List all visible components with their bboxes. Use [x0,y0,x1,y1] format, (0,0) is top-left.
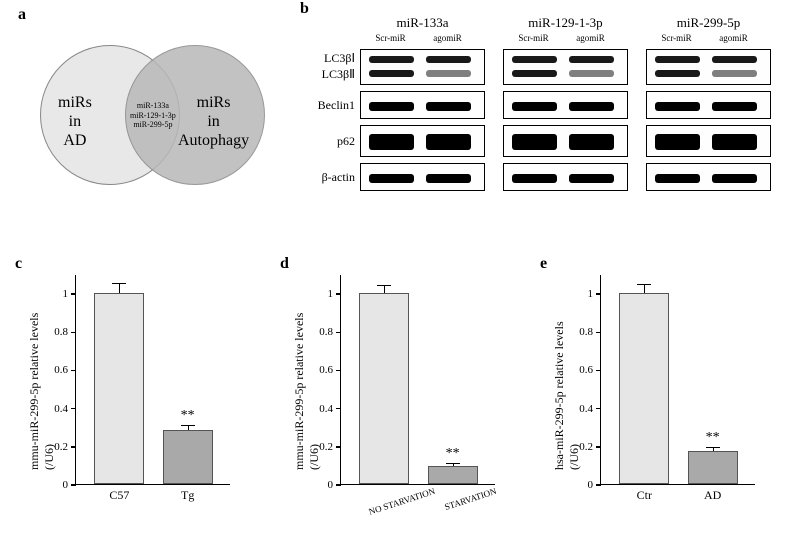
significance-marker: ** [446,446,460,462]
chart-d: mmu-miR-299-5p relative levels(/U6)00.20… [280,260,520,530]
blot-row-label: β-actin [300,170,355,185]
y-tick-label: 0.2 [579,441,601,453]
y-tick-label: 0 [328,479,342,491]
blot-box [503,125,628,157]
y-tick-label: 0.2 [54,441,76,453]
venn-right-label: miRsinAutophagy [178,93,249,151]
x-tick-label: C57 [109,484,129,503]
blot-box [360,91,485,119]
bar [94,293,144,484]
y-tick-label: 0 [63,479,77,491]
y-tick-label: 1 [588,288,602,300]
y-tick-label: 1 [63,288,77,300]
blot-lane-label: Scr-miR [654,33,699,43]
y-tick-label: 1 [328,288,342,300]
blot-col-title: miR-299-5p [646,15,771,31]
bar [619,293,669,484]
x-tick-label: NO STARVATION [367,484,436,517]
blot-row-label: Beclin1 [300,98,355,113]
x-tick-label: Tg [181,484,194,503]
y-tick-label: 0.8 [319,326,341,338]
bar [428,466,478,484]
blot-box [646,125,771,157]
blot-box [503,163,628,191]
y-tick-label: 0.8 [54,326,76,338]
blot-lane-label: agomiR [711,33,756,43]
blot-box [503,49,628,85]
blot-box [360,49,485,85]
blot-col-title: miR-129-1-3p [503,15,628,31]
blot-row-label: LC3βⅡ [300,67,355,82]
panel-letter-b: b [300,0,309,18]
blot-box [646,163,771,191]
significance-marker: ** [706,430,720,446]
venn-left-label: miRsinAD [58,93,92,151]
venn-diagram: miRsinAD miRsinAutophagy miR-133amiR-129… [30,25,270,210]
blot-box [646,91,771,119]
y-tick-label: 0.6 [579,364,601,376]
y-axis-label: mmu-miR-299-5p relative levels(/U6) [292,313,322,470]
y-tick-label: 0.8 [579,326,601,338]
x-tick-label: AD [704,484,721,503]
y-tick-label: 0.2 [319,441,341,453]
bar [359,293,409,484]
chart-c: mmu-miR-299-5p relative levels(/U6)00.20… [15,260,255,530]
y-axis-label: mmu-miR-299-5p relative levels(/U6) [27,313,57,470]
blot-row-label: LC3βⅠ [300,51,355,66]
y-tick-label: 0.6 [54,364,76,376]
bar [688,451,738,484]
bar [163,430,213,484]
blot-box [646,49,771,85]
blot-box [360,163,485,191]
chart-e: hsa-miR-299-5p relative levels(/U6)00.20… [540,260,780,530]
blot-lane-label: agomiR [425,33,470,43]
plot-area: 00.20.40.60.81C57Tg** [75,275,230,485]
plot-area: 00.20.40.60.81CtrAD** [600,275,755,485]
y-tick-label: 0.4 [319,403,341,415]
blot-lane-label: Scr-miR [368,33,413,43]
venn-overlap-label: miR-133amiR-129-1-3pmiR-299-5p [130,101,176,130]
blot-box [503,91,628,119]
blot-box [360,125,485,157]
x-tick-label: STARVATION [442,484,497,512]
blot-row-label: p62 [300,134,355,149]
panel-letter-a: a [18,6,26,24]
blot-col-title: miR-133a [360,15,485,31]
y-tick-label: 0.6 [319,364,341,376]
y-axis-label: hsa-miR-299-5p relative levels(/U6) [552,321,582,470]
blot-lane-label: agomiR [568,33,613,43]
x-tick-label: Ctr [637,484,652,503]
y-tick-label: 0.4 [54,403,76,415]
significance-marker: ** [181,408,195,424]
y-tick-label: 0.4 [579,403,601,415]
blot-lane-label: Scr-miR [511,33,556,43]
y-tick-label: 0 [588,479,602,491]
plot-area: 00.20.40.60.81NO STARVATIONSTARVATION** [340,275,495,485]
